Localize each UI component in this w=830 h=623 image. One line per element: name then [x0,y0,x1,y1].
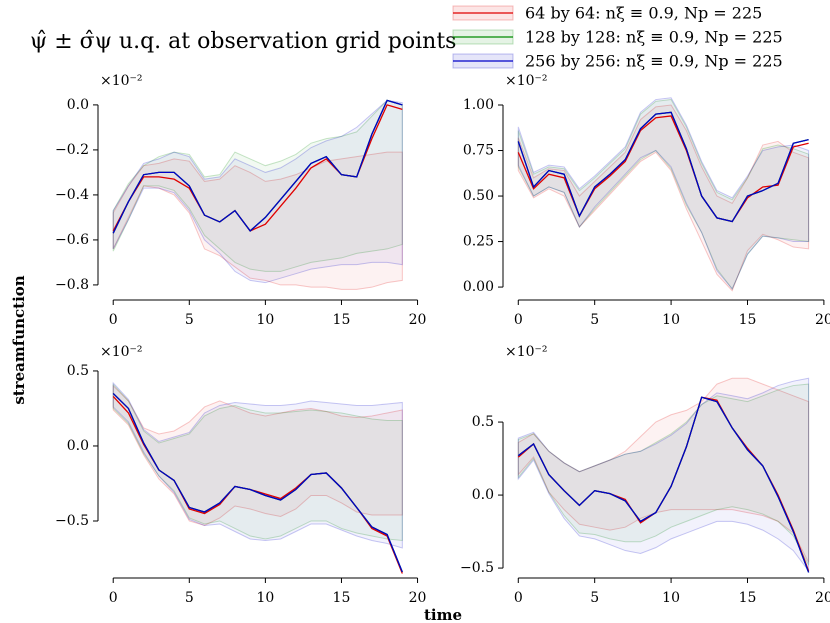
x-tick-label: 20 [815,590,830,606]
figure-title: ψ̂ ± σ̂ψ u.q. at observation grid points [30,29,456,54]
axes: 0.00 0.25 0.50 0.75 1.00 0 5 10 15 20 ×10⁻² [463,73,830,328]
y-tick-label: 0.5 [472,414,494,430]
uncertainty-band [112,99,403,284]
uncertainty-band [517,104,810,292]
offset-label: ×10⁻² [505,73,548,89]
uncertainty-band [112,384,403,527]
x-tick-label: 20 [815,312,830,328]
x-tick-label: 0 [109,312,118,328]
axes: 0.0 −0.2 −0.4 −0.6 −0.8 0 5 10 15 20 ×10⁻² [55,73,426,328]
x-tick-label: 15 [739,590,757,606]
y-tick-label: 0.00 [463,279,494,295]
uncertainty-band [112,381,403,549]
x-tick-label: 5 [185,590,194,606]
y-tick-label: 1.00 [463,97,494,113]
legend-label: 128 by 128: nξ ≡ 0.9, Np = 225 [525,28,783,47]
legend-label: 64 by 64: nξ ≡ 0.9, Np = 225 [525,4,762,23]
y-tick-label: −0.5 [55,513,89,529]
x-tick-label: 10 [256,312,274,328]
uncertainty-band [517,99,810,290]
x-tick-label: 5 [590,590,599,606]
axes: 0.5 0.0 −0.5 0 5 10 15 20 ×10⁻² [460,344,830,606]
y-tick-label: 0.0 [472,487,494,503]
y-tick-label: −0.6 [55,232,89,248]
x-tick-label: 15 [333,590,351,606]
y-tick-label: 0.0 [67,97,89,113]
y-axis-label: streamfunction [10,275,28,404]
y-tick-label: 0.0 [67,438,89,454]
x-tick-label: 20 [409,590,427,606]
x-tick-label: 5 [185,312,194,328]
legend-label: 256 by 256: nξ ≡ 0.9, Np = 225 [525,52,783,71]
y-tick-label: 0.5 [67,363,89,379]
x-tick-label: 10 [256,590,274,606]
uncertainty-band [112,99,403,272]
x-tick-label: 15 [739,312,757,328]
series-line [517,111,809,223]
y-tick-label: −0.8 [55,277,89,293]
uncertainty-band [517,97,810,290]
series-line [517,396,810,573]
y-tick-label: −0.2 [55,142,89,158]
x-tick-label: 0 [514,312,523,328]
y-tick-label: 0.25 [463,234,494,250]
series-line [112,392,403,573]
y-tick-label: 0.50 [463,188,494,204]
offset-label: ×10⁻² [100,344,143,360]
legend: 64 by 64: nξ ≡ 0.9, Np = 225 128 by 128: … [452,4,783,71]
x-tick-label: 10 [662,312,680,328]
offset-label: ×10⁻² [100,73,143,89]
x-tick-label: 0 [109,590,118,606]
series-line [112,99,403,234]
y-tick-label: −0.5 [460,560,494,576]
y-tick-label: −0.4 [55,187,89,203]
uncertainty-band [517,377,810,563]
y-tick-label: 0.75 [463,143,494,159]
x-axis-label: time [424,606,462,623]
x-tick-label: 5 [590,312,599,328]
x-tick-label: 10 [662,590,680,606]
offset-label: ×10⁻² [505,344,548,360]
uncertainty-band [517,383,810,566]
x-tick-label: 15 [333,312,351,328]
x-tick-label: 20 [409,312,427,328]
series-line [517,115,809,223]
axes: 0.5 0.0 −0.5 0 5 10 15 20 ×10⁻² [55,344,426,606]
x-tick-label: 0 [514,590,523,606]
uncertainty-band [517,377,810,573]
